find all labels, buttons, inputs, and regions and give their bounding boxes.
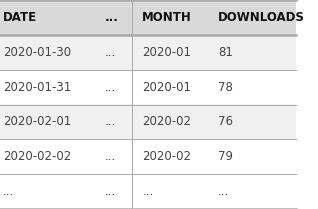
Text: ...: ... <box>105 81 116 94</box>
Text: 2020-02-02: 2020-02-02 <box>3 150 71 163</box>
Text: ...: ... <box>105 150 116 163</box>
Text: 76: 76 <box>218 115 233 128</box>
Text: 2020-01: 2020-01 <box>142 46 191 59</box>
Text: 2020-01-30: 2020-01-30 <box>3 46 71 59</box>
Text: 2020-01-31: 2020-01-31 <box>3 81 71 94</box>
Text: DATE: DATE <box>3 11 37 24</box>
Text: ...: ... <box>218 185 229 198</box>
Bar <box>0 35 296 70</box>
Text: MONTH: MONTH <box>142 11 192 24</box>
Text: 2020-02: 2020-02 <box>142 150 191 163</box>
Text: 2020-02-01: 2020-02-01 <box>3 115 71 128</box>
Text: ...: ... <box>142 185 154 198</box>
Bar <box>0 139 296 174</box>
Text: ...: ... <box>105 185 116 198</box>
Text: ...: ... <box>105 46 116 59</box>
Text: ...: ... <box>105 115 116 128</box>
Bar <box>0 70 296 104</box>
Text: 78: 78 <box>218 81 233 94</box>
Text: ...: ... <box>3 185 14 198</box>
Bar <box>0 174 296 209</box>
Text: 2020-01: 2020-01 <box>142 81 191 94</box>
Bar <box>0 104 296 139</box>
Text: 79: 79 <box>218 150 233 163</box>
Text: ...: ... <box>105 11 119 24</box>
Text: DOWNLOADS: DOWNLOADS <box>218 11 305 24</box>
Text: 81: 81 <box>218 46 233 59</box>
Text: 2020-02: 2020-02 <box>142 115 191 128</box>
Bar <box>0 0 296 35</box>
